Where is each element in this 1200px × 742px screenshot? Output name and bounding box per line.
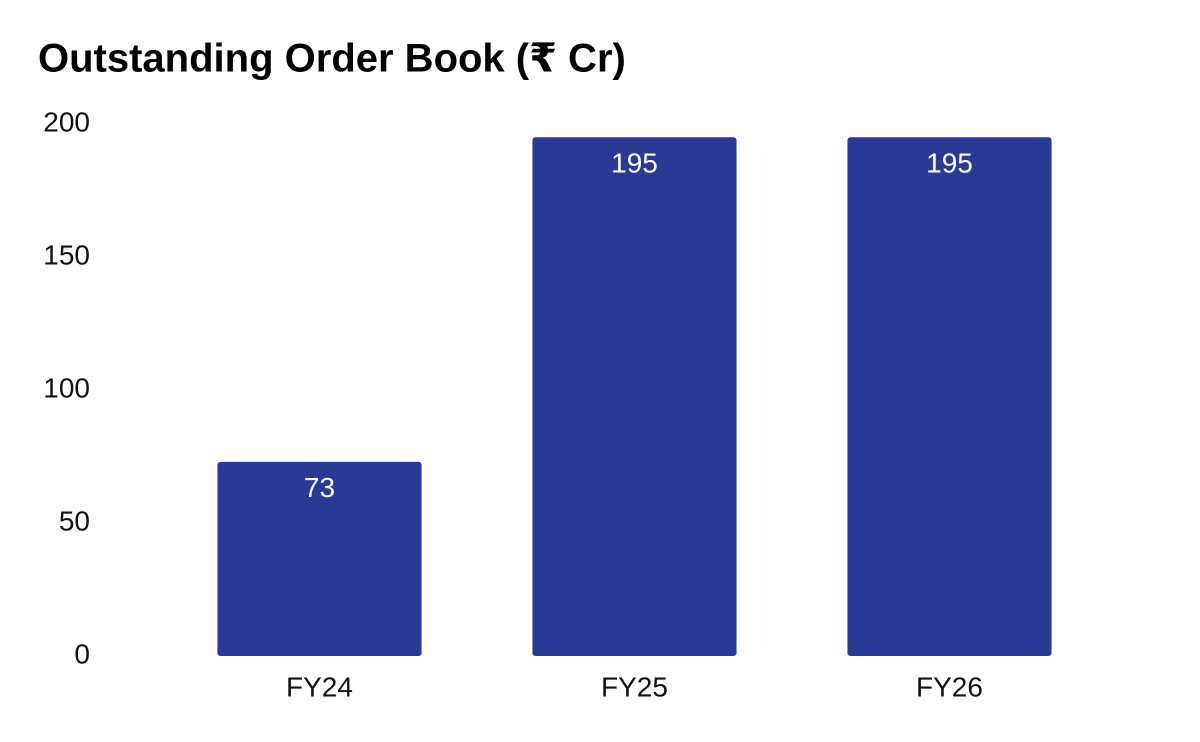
- bar: [847, 137, 1052, 657]
- y-tick-label: 200: [43, 106, 90, 137]
- x-tick-label: FY24: [286, 671, 353, 702]
- y-tick-label: 0: [74, 638, 90, 669]
- data-label: 195: [926, 148, 973, 179]
- y-tick-label: 100: [43, 372, 90, 403]
- data-label: 195: [611, 148, 658, 179]
- x-tick-label: FY25: [601, 671, 668, 702]
- chart-title: Outstanding Order Book (₹ Cr): [38, 37, 626, 81]
- x-tick-label: FY26: [916, 671, 983, 702]
- bar: [532, 137, 737, 657]
- data-label: 73: [304, 472, 335, 503]
- y-tick-label: 150: [43, 239, 90, 270]
- bar: [217, 461, 422, 656]
- y-tick-label: 50: [59, 505, 90, 536]
